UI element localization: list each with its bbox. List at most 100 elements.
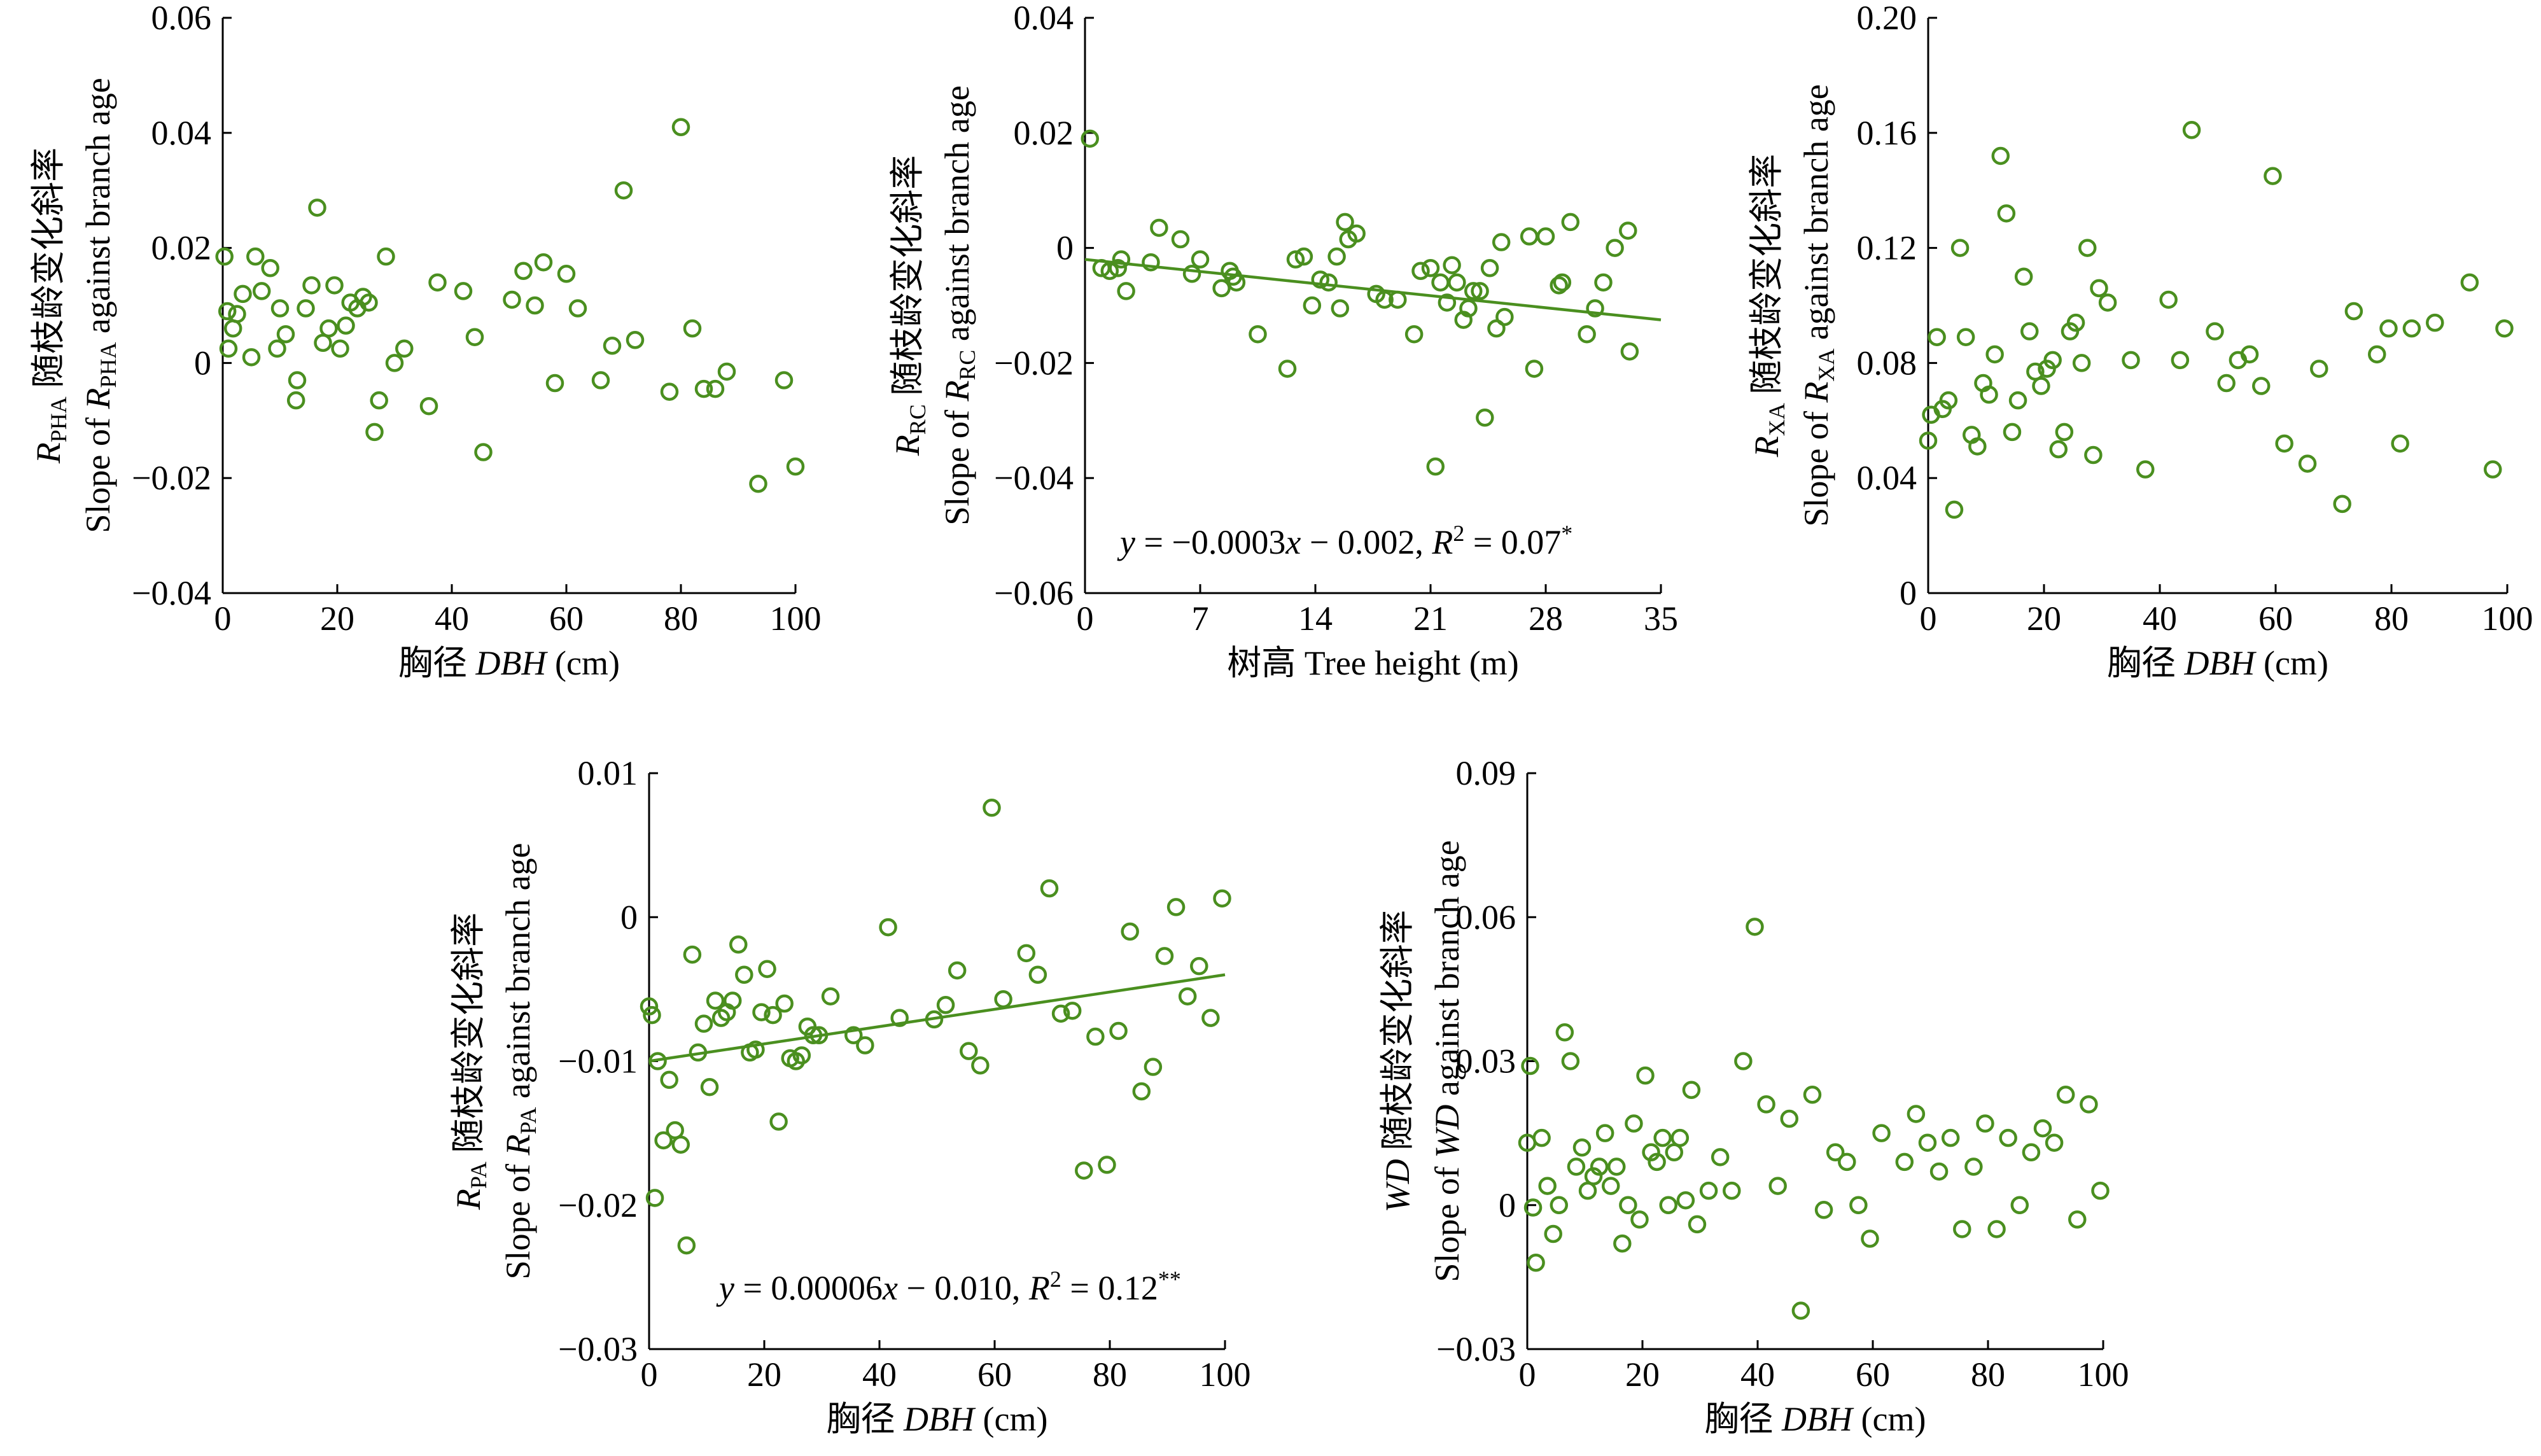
data-point: [2055, 423, 2074, 442]
data-point: [1590, 1158, 1609, 1176]
data-point: [1336, 213, 1354, 232]
data-point: [2402, 319, 2421, 338]
data-point: [1311, 270, 1330, 289]
data-point: [2068, 1210, 2087, 1229]
data-point: [1653, 1128, 1672, 1147]
data-point: [1987, 1220, 2006, 1238]
data-point: [752, 1003, 771, 1021]
x-tick-label: 60: [1856, 1355, 1890, 1394]
data-point: [787, 1052, 806, 1070]
data-point: [1642, 1143, 1660, 1162]
data-point: [2379, 319, 2398, 338]
data-point: [2010, 1196, 2029, 1214]
data-point: [1872, 1124, 1891, 1142]
data-point: [2098, 293, 2117, 312]
x-tick-label: 80: [2374, 599, 2409, 638]
data-point: [671, 118, 690, 137]
data-point: [377, 247, 395, 266]
data-point: [1939, 391, 1958, 410]
data-point: [804, 1026, 823, 1045]
data-point: [246, 247, 265, 266]
data-point: [786, 457, 805, 476]
data-point: [1098, 1156, 1116, 1174]
data-point: [1017, 944, 1036, 963]
data-point: [645, 1189, 664, 1207]
data-point: [325, 276, 344, 295]
data-point: [591, 371, 610, 389]
y-tick-label: 0.09: [1456, 754, 1516, 792]
y-axis-label-1: RXA 随枝龄变化斜率: [1747, 154, 1789, 458]
y-tick-label: 0.04: [1857, 459, 1917, 497]
data-point: [729, 935, 748, 954]
x-tick-label: 28: [1529, 599, 1563, 638]
data-point: [1201, 1009, 1220, 1027]
data-point: [1525, 360, 1544, 378]
data-point: [2066, 313, 2085, 332]
data-point: [821, 987, 840, 1005]
data-point: [677, 1236, 696, 1255]
data-point: [1861, 1229, 1879, 1248]
x-tick-label: 60: [977, 1355, 1012, 1394]
y-tick-label: −0.04: [132, 574, 211, 612]
data-point: [297, 299, 315, 318]
data-point: [1699, 1181, 1718, 1200]
data-point: [1213, 889, 1231, 908]
data-point: [749, 474, 767, 493]
data-point: [2298, 454, 2317, 473]
data-point: [215, 247, 234, 266]
x-tick-label: 40: [2143, 599, 2177, 638]
y-tick-label: −0.03: [1436, 1330, 1516, 1368]
data-point: [1132, 1082, 1151, 1101]
data-point: [2171, 351, 2190, 370]
data-point: [454, 282, 473, 300]
data-point: [228, 305, 246, 323]
data-point: [1676, 1191, 1695, 1210]
y-tick-label: 0.02: [151, 229, 212, 267]
y-tick-label: 0.06: [1456, 898, 1516, 936]
data-point: [1607, 1158, 1626, 1176]
data-point: [2122, 351, 2140, 370]
y-tick-label: −0.02: [994, 344, 1074, 382]
data-point: [1155, 947, 1174, 965]
data-point: [1448, 273, 1466, 292]
data-point: [2022, 1143, 2041, 1162]
data-point: [1648, 1152, 1666, 1172]
x-axis-label: 胸径 DBH (cm): [2107, 644, 2328, 682]
y-tick-label: −0.02: [132, 459, 211, 497]
data-point: [1171, 230, 1190, 249]
data-point: [1212, 279, 1231, 298]
data-point: [614, 181, 633, 200]
data-point: [1063, 1002, 1082, 1020]
data-point: [1532, 1128, 1551, 1147]
data-point: [1895, 1152, 1914, 1172]
data-point: [234, 284, 252, 304]
data-point: [2008, 391, 2027, 410]
data-point: [1803, 1086, 1822, 1104]
panel-p2: 0 7 14 21 28 35 −0.06 −0.04 −0.02 0 0.02 0.04 树高 Tre…: [888, 0, 1678, 682]
data-point: [1838, 1152, 1856, 1172]
data-point: [1997, 204, 2016, 223]
data-point: [654, 1131, 673, 1150]
data-point: [1476, 409, 1494, 427]
data-point: [983, 799, 1001, 817]
data-point: [1527, 1254, 1545, 1272]
x-tick-label: 0: [1077, 599, 1094, 638]
data-point: [746, 1040, 765, 1059]
x-tick-label: 80: [664, 599, 698, 638]
data-point: [1595, 1124, 1614, 1142]
data-point: [1142, 253, 1160, 272]
data-point: [223, 319, 242, 338]
data-point: [395, 339, 414, 358]
data-point: [1303, 296, 1322, 315]
data-point: [261, 258, 279, 277]
data-point: [1849, 1196, 1868, 1214]
data-point: [1411, 262, 1430, 281]
data-point: [758, 960, 776, 978]
data-point: [2333, 494, 2351, 514]
data-point: [2495, 319, 2514, 338]
data-point: [1040, 879, 1059, 898]
data-point: [1487, 319, 1506, 338]
data-point: [1746, 918, 1764, 936]
x-axis-label: 胸径 DBH (cm): [398, 644, 620, 682]
